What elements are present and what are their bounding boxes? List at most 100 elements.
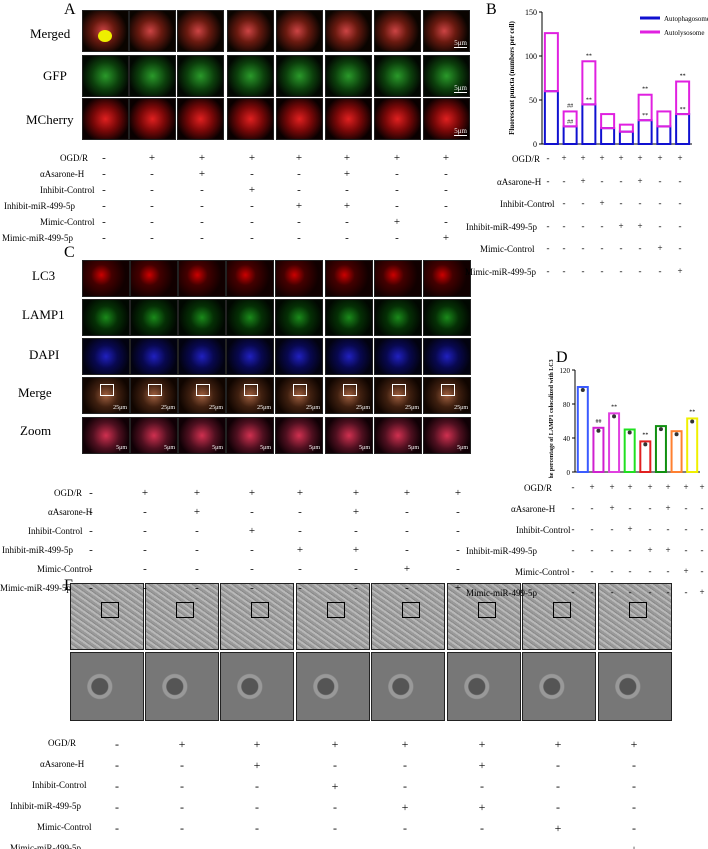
table-e-sign-r1-c8: + xyxy=(630,737,638,751)
table-e-sign-r1-c6: + xyxy=(478,737,486,751)
micrograph-a-gfp-2 xyxy=(129,55,176,97)
table-b-sign-r6-c2: - xyxy=(562,265,566,276)
table-d-treatment-label-5: Mimic-Control xyxy=(515,567,570,577)
table-e-sign-r4-c1: - xyxy=(115,800,119,814)
table-b-sign-r4-c8: - xyxy=(678,220,682,231)
panel-e-label: E xyxy=(64,577,74,594)
table-c-sign-r5-c4: - xyxy=(250,563,254,575)
scale-bar-label: 25μm xyxy=(454,405,468,411)
table-d-sign-r2-c2: - xyxy=(590,503,594,513)
chart-b-bar-autolysosome xyxy=(618,123,634,133)
tem-overview-3 xyxy=(220,583,294,650)
scale-bar-label: 25μm xyxy=(161,405,175,411)
chart-b-bar-autolysosome xyxy=(656,110,672,128)
table-a-sign-r6-c5: - xyxy=(297,232,301,244)
chart-d-ytick-label: 120 xyxy=(560,367,571,375)
micrograph-c-lamp1-7 xyxy=(374,299,422,336)
table-c-sign-r5-c2: - xyxy=(143,563,147,575)
tem-zoom-3 xyxy=(220,652,294,721)
table-a-sign-r4-c1: - xyxy=(102,200,106,212)
chart-d: 0 40 80 120 The percentage of LAMP1 colocali… xyxy=(549,359,700,478)
table-e-sign-r6-c1: - xyxy=(115,842,119,849)
micrograph-a-gfp-1 xyxy=(82,55,129,97)
table-d-sign-r1-c4: + xyxy=(627,482,633,492)
micrograph-c-lamp1-1 xyxy=(82,299,130,336)
chart-d-point xyxy=(674,432,679,437)
zoom-box xyxy=(343,384,357,396)
table-c-sign-r3-c6: - xyxy=(354,525,358,537)
table-d-sign-r4-c2: - xyxy=(590,545,594,555)
table-d-treatment-label-6: Mimic-miR-499-5p xyxy=(466,588,537,598)
table-b-sign-r3-c4: + xyxy=(599,198,605,208)
chart-d-annotation: ** xyxy=(689,409,695,415)
table-a-sign-r3-c8: - xyxy=(444,184,448,196)
scale-bar-label: 25μm xyxy=(405,405,419,411)
chart-b-bar-autophagosome xyxy=(675,113,691,146)
chart-b-ytick-label: 150 xyxy=(525,8,537,17)
micrograph-a-merged-5 xyxy=(276,10,323,52)
chart-b-bar-autophagosome xyxy=(637,119,653,145)
table-e-treatment-label-2: αAsarone-H xyxy=(40,759,85,769)
micrograph-c-zoom-4: 5μm xyxy=(226,417,274,454)
table-a-sign-r6-c8: + xyxy=(442,232,450,244)
table-a-sign-r2-c1: - xyxy=(102,168,106,180)
table-b-sign-r2-c8: - xyxy=(678,175,682,186)
table-a-sign-r4-c8: - xyxy=(444,200,448,212)
table-d-sign-r3-c3: - xyxy=(610,524,614,534)
tem-zoom-box xyxy=(251,602,269,618)
table-e-sign-r5-c3: - xyxy=(255,821,259,835)
table-a-sign-r5-c2: - xyxy=(150,216,154,228)
table-c-sign-r5-c1: - xyxy=(89,563,93,575)
table-b-sign-r6-c5: - xyxy=(619,265,623,276)
chart-b: 0 50 100 150 Fluorescent puncta (numbers per… xyxy=(508,8,708,149)
table-a-sign-r2-c3: + xyxy=(198,168,206,180)
scale-bar-label: 5μm xyxy=(212,445,223,451)
table-b-sign-r6-c1: - xyxy=(546,265,550,276)
row-label-dapi: DAPI xyxy=(29,347,60,362)
chart-b-bar-autolysosome xyxy=(562,110,578,128)
micrograph-a-mcherry-8: 5μm xyxy=(423,98,470,140)
scale-bar-label: 5μm xyxy=(164,445,175,451)
table-a-sign-r3-c1: - xyxy=(102,184,106,196)
table-d-sign-r2-c3: + xyxy=(609,503,615,513)
scale-bar-label: 5μm xyxy=(454,39,467,48)
chart-b-annotation: ## xyxy=(567,103,573,109)
table-a-sign-r5-c8: - xyxy=(444,216,448,228)
table-b-treatment-label-6: Mimic-miR-499-5p xyxy=(465,266,536,277)
table-e-sign-r2-c3: + xyxy=(253,758,261,772)
chart-d-annotation: ## xyxy=(595,419,601,425)
chart-d-point xyxy=(658,427,663,432)
scale-bar-label: 5μm xyxy=(457,445,468,451)
table-a-sign-r2-c6: + xyxy=(343,168,351,180)
table-c-sign-r4-c4: - xyxy=(250,544,254,556)
table-a-treatment-label-5: Mimic-Control xyxy=(40,217,95,227)
micrograph-a-gfp-4 xyxy=(227,55,274,97)
scale-bar-label: 5μm xyxy=(359,445,370,451)
table-a-sign-r5-c7: + xyxy=(393,216,401,228)
table-d-treatment-label-4: Inhibit-miR-499-5p xyxy=(466,546,537,556)
chart-d-point xyxy=(580,388,585,392)
table-d-sign-r3-c5: - xyxy=(648,524,652,534)
table-a-sign-r3-c6: - xyxy=(345,184,349,196)
table-a-sign-r1-c4: + xyxy=(248,152,256,164)
micrograph-c-zoom-3: 5μm xyxy=(178,417,226,454)
tem-overview-2 xyxy=(145,583,219,650)
table-b-treatment-label-2: αAsarone-H xyxy=(497,176,542,187)
chart-b-annotation: ** xyxy=(586,97,592,103)
table-e-sign-r2-c5: - xyxy=(403,758,407,772)
table-c-sign-r1-c6: + xyxy=(352,487,360,499)
table-c-sign-r5-c3: - xyxy=(195,563,199,575)
table-b-sign-r5-c2: - xyxy=(562,243,566,253)
table-c-sign-r5-c8: - xyxy=(456,563,460,575)
table-a-sign-r2-c4: - xyxy=(250,168,254,180)
chart-d-bar xyxy=(592,426,605,474)
chart-d-point xyxy=(627,430,632,435)
table-e-sign-r3-c5: - xyxy=(403,779,407,793)
table-a-sign-r2-c8: - xyxy=(444,168,448,180)
table-b-treatment-label-4: Inhibit-miR-499-5p xyxy=(466,221,537,232)
table-c-sign-r1-c8: + xyxy=(454,487,462,499)
micrograph-c-dapi-3 xyxy=(178,338,226,375)
table-a-sign-r3-c2: - xyxy=(150,184,154,196)
chart-b-annotation: ** xyxy=(586,53,592,59)
table-d-sign-r5-c4: - xyxy=(628,566,632,576)
